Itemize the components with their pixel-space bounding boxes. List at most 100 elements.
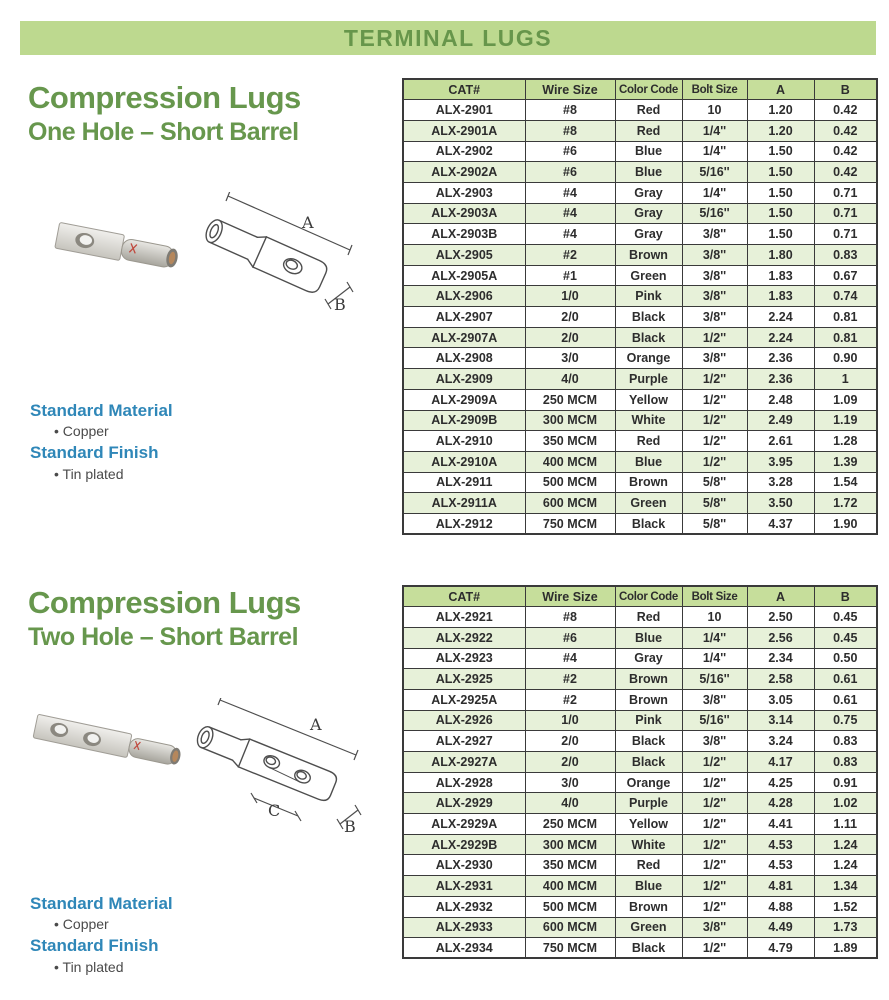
table-cell: ALX-2911 xyxy=(402,471,526,494)
table-cell: 2.56 xyxy=(746,626,815,649)
table-cell: Gray xyxy=(614,202,683,225)
table-row: ALX-2910 350 MCM Red 1/2'' 2.61 1.28 xyxy=(402,430,878,452)
two-hole-lug-photo xyxy=(32,714,181,765)
table-row: ALX-2933 600 MCM Green 3/8'' 4.49 1.73 xyxy=(402,916,878,939)
table-cell: 2.36 xyxy=(746,347,815,370)
table-cell: #1 xyxy=(524,264,616,287)
column-header: B xyxy=(813,585,878,608)
table-cell: Black xyxy=(614,512,683,535)
table-row: ALX-2909B 300 MCM White 1/2'' 2.49 1.19 xyxy=(402,409,878,432)
table-cell: 400 MCM xyxy=(524,875,616,897)
table-row: ALX-2911 500 MCM Brown 5/8'' 3.28 1.54 xyxy=(402,471,878,494)
standard-material-label: Standard Material xyxy=(30,894,173,913)
table-row: ALX-2931 400 MCM Blue 1/2'' 4.81 1.34 xyxy=(402,875,878,897)
table-cell: 1.73 xyxy=(813,916,878,939)
table-cell: #6 xyxy=(524,626,616,649)
table-cell: 1/2'' xyxy=(681,813,748,835)
table-header-row: CAT# Wire Size Color Code Bolt Size A B xyxy=(402,78,878,101)
table-cell: 1.89 xyxy=(813,937,878,959)
table-cell: 1.39 xyxy=(813,450,878,473)
table-cell: ALX-2933 xyxy=(402,916,526,939)
table-cell: 0.45 xyxy=(813,606,878,628)
table-cell: 750 MCM xyxy=(524,512,616,535)
table-cell: #8 xyxy=(524,119,616,142)
table-cell: Brown xyxy=(614,688,683,711)
table-cell: 0.83 xyxy=(813,244,878,266)
dimension-label-b: B xyxy=(334,295,346,314)
table-cell: 1/4'' xyxy=(681,647,748,670)
table-row: ALX-2901 #8 Red 10 1.20 0.42 xyxy=(402,99,878,121)
table-cell: ALX-2922 xyxy=(402,626,526,649)
table-cell: Brown xyxy=(614,668,683,690)
table-cell: Red xyxy=(614,430,683,452)
standard-material-value: • Copper xyxy=(54,916,109,933)
table-cell: 4.17 xyxy=(746,751,815,773)
table-cell: Purple xyxy=(614,368,683,390)
table-cell: 2.34 xyxy=(746,647,815,670)
table-cell: ALX-2932 xyxy=(402,895,526,918)
table-cell: 0.83 xyxy=(813,751,878,773)
table-row: ALX-2910A 400 MCM Blue 1/2'' 3.95 1.39 xyxy=(402,450,878,473)
table-cell: 3.24 xyxy=(746,730,815,752)
table-cell: 3.50 xyxy=(746,492,815,514)
table-cell: #2 xyxy=(524,668,616,690)
table-cell: 300 MCM xyxy=(524,409,616,432)
column-header: Wire Size xyxy=(524,78,616,101)
table-cell: Blue xyxy=(614,140,683,163)
table-row: ALX-2901A #8 Red 1/4'' 1.20 0.42 xyxy=(402,119,878,142)
table-cell: 3/0 xyxy=(524,771,616,794)
table-row: ALX-2930 350 MCM Red 1/2'' 4.53 1.24 xyxy=(402,854,878,877)
table-row: ALX-2925A #2 Brown 3/8'' 3.05 0.61 xyxy=(402,688,878,711)
column-header: Wire Size xyxy=(524,585,616,608)
table-cell: 1/2'' xyxy=(681,854,748,877)
table-cell: ALX-2921 xyxy=(402,606,526,628)
table-cell: 1.02 xyxy=(813,792,878,815)
table-cell: ALX-2905 xyxy=(402,244,526,266)
table-cell: 4.37 xyxy=(746,512,815,535)
table-row: ALX-2907A 2/0 Black 1/2'' 2.24 0.81 xyxy=(402,326,878,349)
table-row: ALX-2929 4/0 Purple 1/2'' 4.28 1.02 xyxy=(402,792,878,815)
table-cell: 1/2'' xyxy=(681,937,748,959)
table-cell: 5/16'' xyxy=(681,709,748,732)
table-cell: ALX-2907 xyxy=(402,306,526,328)
table-cell: ALX-2909 xyxy=(402,368,526,390)
table-cell: 1.11 xyxy=(813,813,878,835)
table-cell: ALX-2925 xyxy=(402,668,526,690)
table-cell: 1/2'' xyxy=(681,833,748,856)
table-row: ALX-2907 2/0 Black 3/8'' 2.24 0.81 xyxy=(402,306,878,328)
table-cell: 0.42 xyxy=(813,140,878,163)
table-cell: Red xyxy=(614,606,683,628)
table-cell: 1.34 xyxy=(813,875,878,897)
table-cell: 3/8'' xyxy=(681,306,748,328)
table-cell: 600 MCM xyxy=(524,916,616,939)
table-cell: 0.42 xyxy=(813,99,878,121)
table-cell: ALX-2908 xyxy=(402,347,526,370)
table-cell: #8 xyxy=(524,606,616,628)
table-cell: Black xyxy=(614,326,683,349)
table-cell: Blue xyxy=(614,626,683,649)
table-cell: 4.53 xyxy=(746,833,815,856)
standard-finish-label: Standard Finish xyxy=(30,443,159,463)
table-cell: 1.20 xyxy=(746,119,815,142)
table-row: ALX-2929A 250 MCM Yellow 1/2'' 4.41 1.11 xyxy=(402,813,878,835)
table-cell: 1.54 xyxy=(813,471,878,494)
table-cell: ALX-2903 xyxy=(402,181,526,204)
table-cell: ALX-2901A xyxy=(402,119,526,142)
table-cell: ALX-2909B xyxy=(402,409,526,432)
table-cell: 3/8'' xyxy=(681,264,748,287)
table-cell: 0.71 xyxy=(813,202,878,225)
table-cell: ALX-2926 xyxy=(402,709,526,732)
page-banner: TERMINAL LUGS xyxy=(20,21,876,55)
table-cell: 0.61 xyxy=(813,668,878,690)
table-cell: 1.80 xyxy=(746,244,815,266)
section1-title: Compression Lugs xyxy=(28,80,301,115)
table-cell: 10 xyxy=(681,99,748,121)
table-cell: #4 xyxy=(524,647,616,670)
table-cell: 3/8'' xyxy=(681,916,748,939)
table-cell: 0.50 xyxy=(813,647,878,670)
table-cell: Black xyxy=(614,306,683,328)
two-hole-lug-diagram: A C B xyxy=(196,698,362,836)
section2-subtitle: Two Hole – Short Barrel xyxy=(28,623,299,651)
table-cell: 1.52 xyxy=(813,895,878,918)
